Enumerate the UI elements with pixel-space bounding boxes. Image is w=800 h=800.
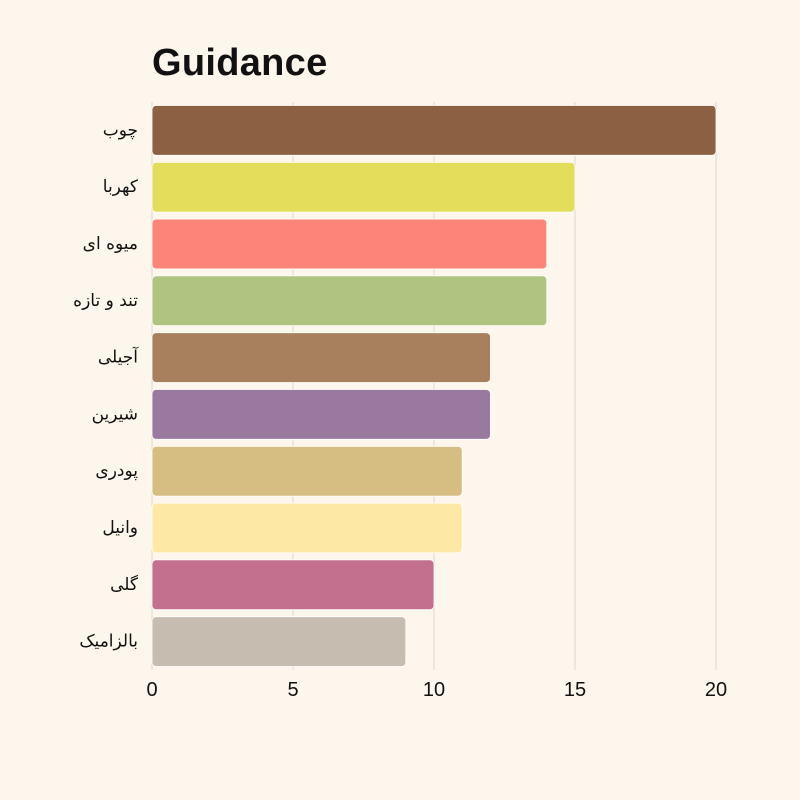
x-tick-label: 15 [564, 679, 586, 701]
x-tick-label: 0 [146, 679, 157, 701]
bar [151, 161, 576, 213]
bar [151, 218, 548, 270]
bar [151, 502, 463, 554]
category-label: آجیلی [98, 346, 139, 368]
category-label: گلی [110, 574, 139, 595]
category-label: میوه ای [83, 234, 138, 254]
bar [151, 559, 435, 611]
bar [151, 332, 491, 383]
category-label: تند و تازه [73, 291, 138, 311]
category-label: وانیل [102, 518, 138, 538]
x-tick-label: 20 [705, 679, 727, 701]
bar [151, 445, 463, 497]
bar [151, 616, 407, 667]
category-label: پودری [95, 461, 138, 481]
chart-title: Guidance [152, 42, 328, 84]
category-label: بالزامیک [79, 632, 138, 652]
x-tick-label: 5 [287, 679, 298, 701]
bar [151, 389, 491, 440]
category-label: چوب [103, 120, 138, 140]
category-label: کهربا [103, 177, 139, 197]
bar [151, 105, 717, 156]
x-tick-label: 10 [423, 679, 445, 701]
category-label: شیرین [92, 404, 138, 424]
bar [151, 275, 548, 327]
